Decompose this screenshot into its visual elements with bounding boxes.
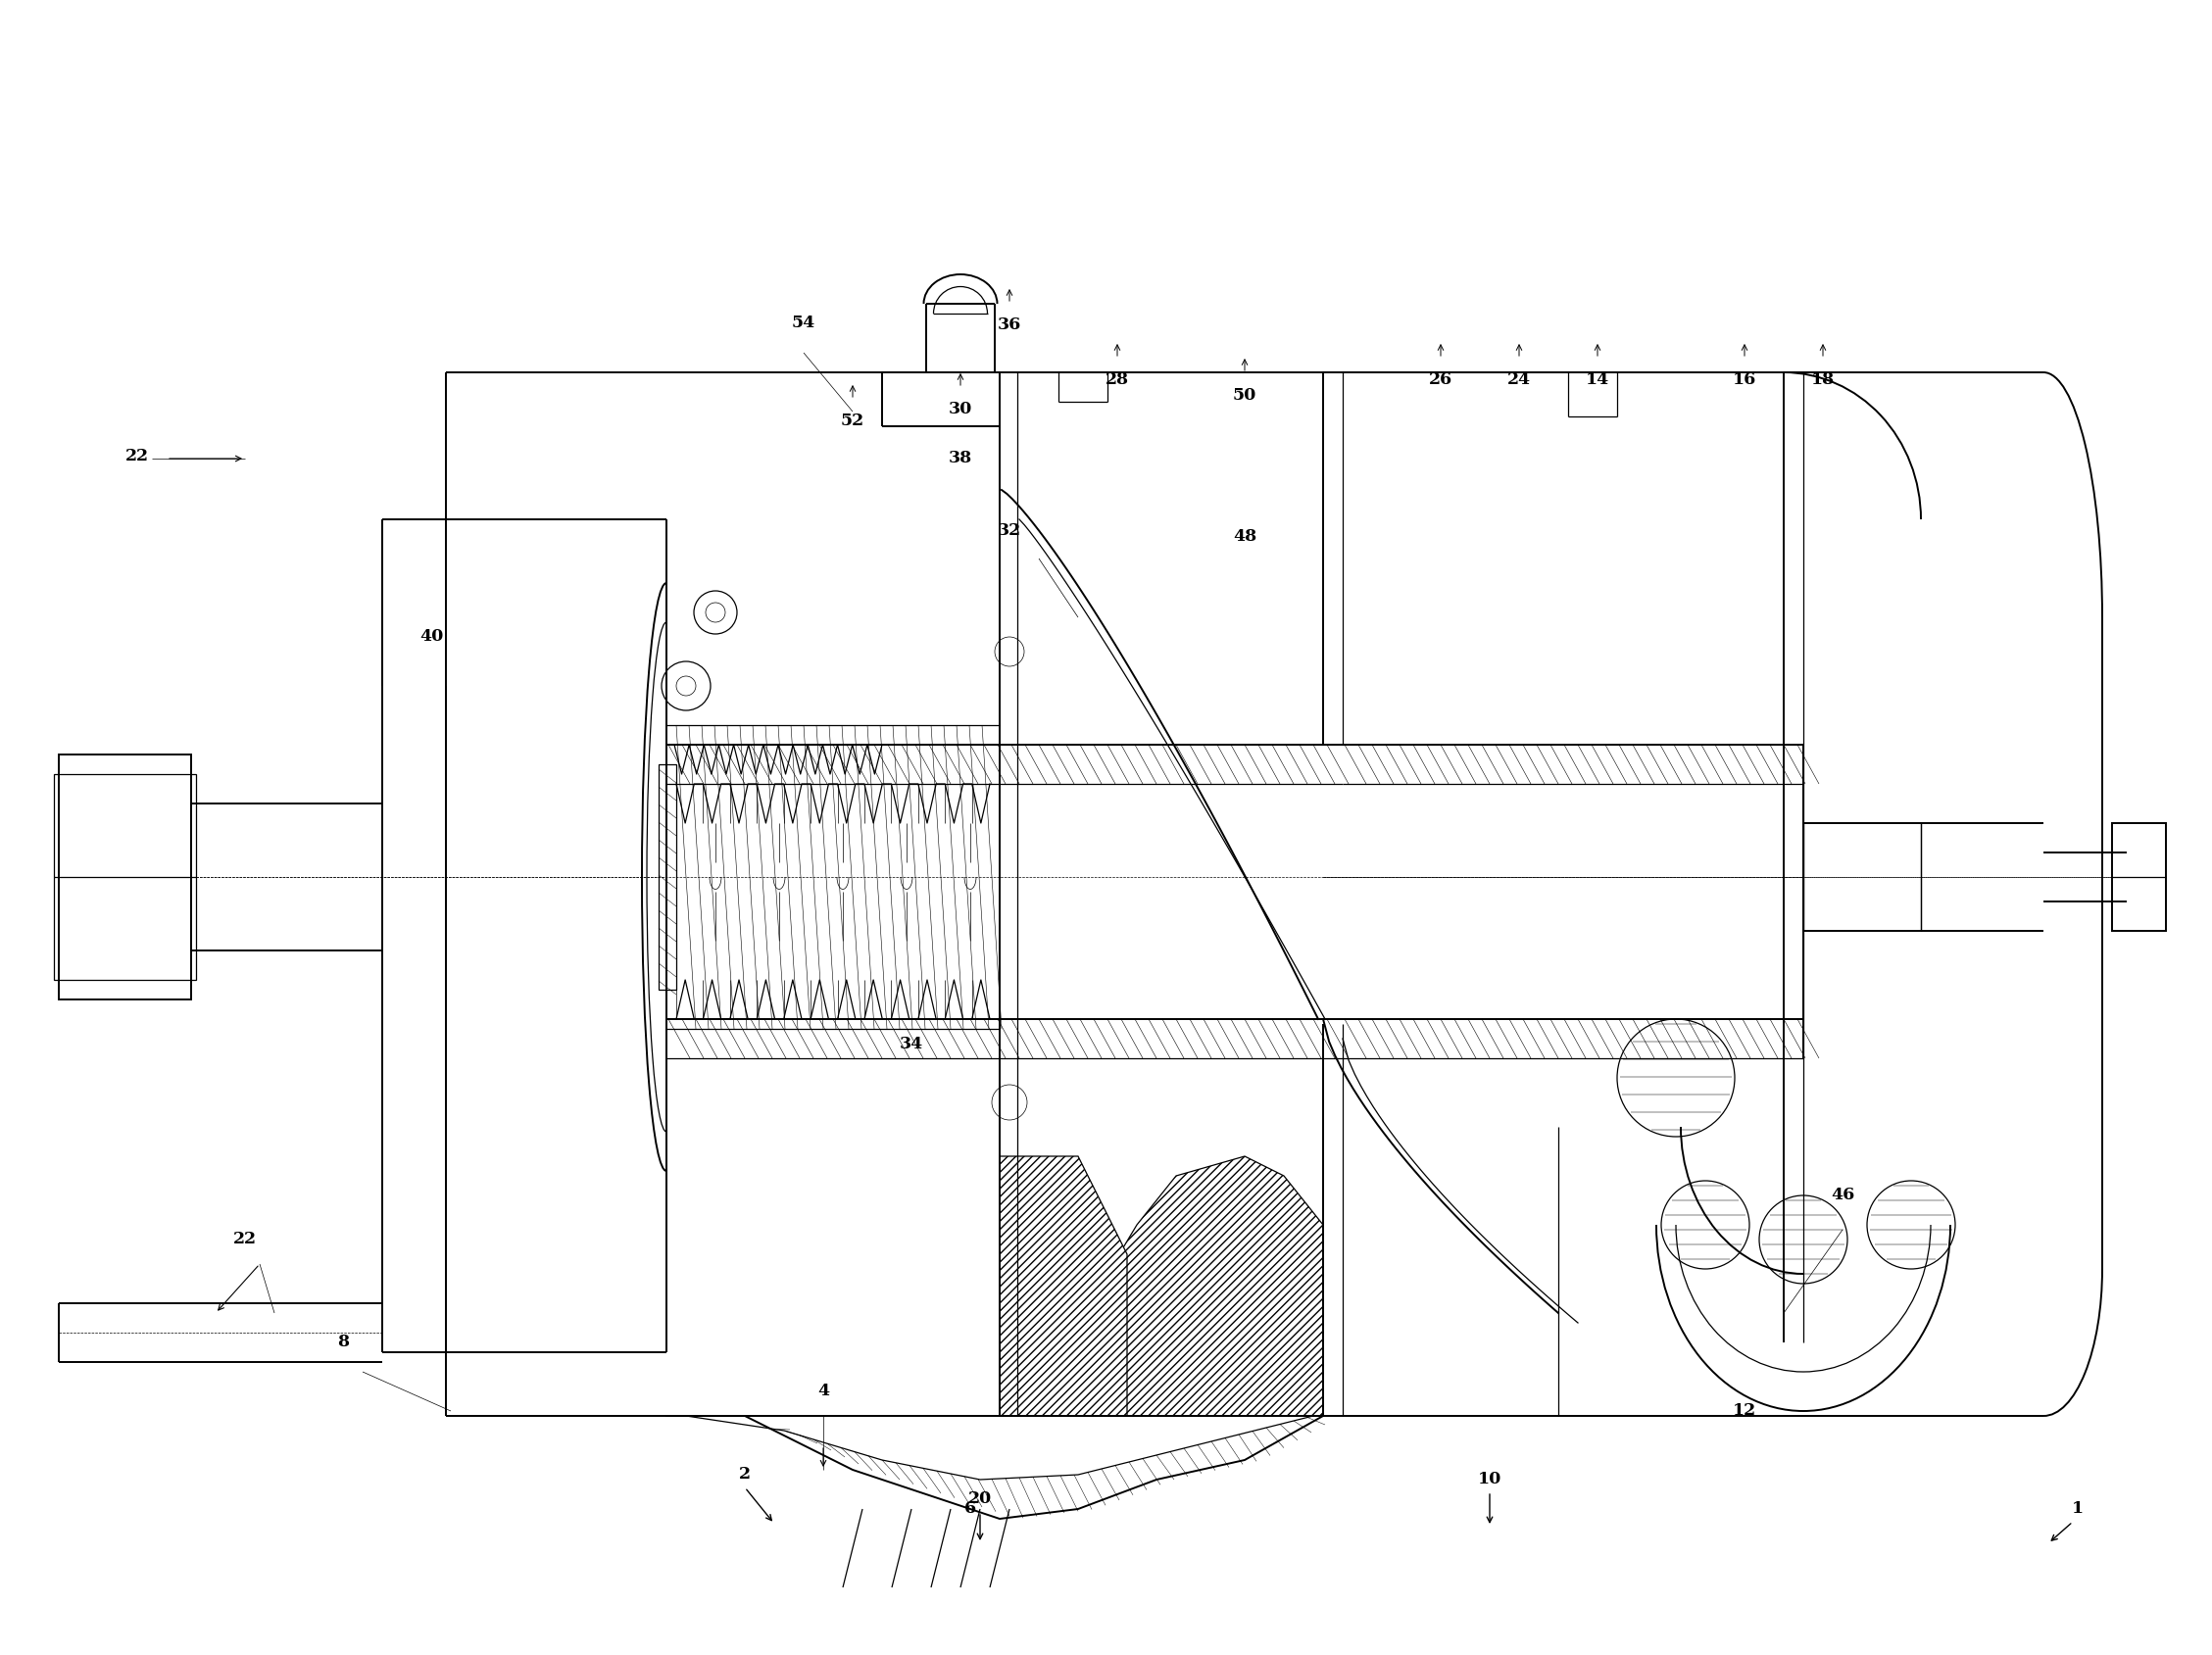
Text: 28: 28 [1106,372,1128,389]
Text: 52: 52 [841,414,865,430]
Text: 16: 16 [1732,372,1756,389]
Text: 40: 40 [420,629,442,645]
Text: 22: 22 [232,1231,257,1248]
Text: 24: 24 [1506,372,1531,389]
Text: 54: 54 [792,314,816,331]
Circle shape [677,677,697,695]
Text: 20: 20 [969,1491,991,1508]
Text: 6: 6 [964,1501,975,1518]
Text: 32: 32 [998,523,1022,540]
Polygon shape [1077,1157,1323,1417]
Bar [659,765,677,990]
Text: 48: 48 [1232,528,1256,544]
Text: 36: 36 [998,318,1022,334]
Text: 30: 30 [949,401,973,419]
Text: 18: 18 [1812,372,1834,389]
Text: 4: 4 [816,1384,830,1400]
Bar [60,755,190,1000]
Circle shape [706,602,726,622]
Text: 22: 22 [126,447,148,463]
Text: 34: 34 [900,1036,922,1053]
Text: 38: 38 [949,450,973,467]
Text: 46: 46 [1832,1187,1854,1203]
Text: 10: 10 [1478,1471,1502,1488]
Text: 2: 2 [739,1466,750,1483]
Text: 50: 50 [1232,387,1256,404]
Bar [53,775,197,980]
Text: 14: 14 [1586,372,1610,389]
Text: 26: 26 [1429,372,1453,389]
Bar [2112,823,2166,930]
Polygon shape [1000,1157,1128,1417]
Text: 1: 1 [2073,1501,2084,1518]
Text: 12: 12 [1732,1403,1756,1420]
Text: 8: 8 [336,1334,349,1350]
